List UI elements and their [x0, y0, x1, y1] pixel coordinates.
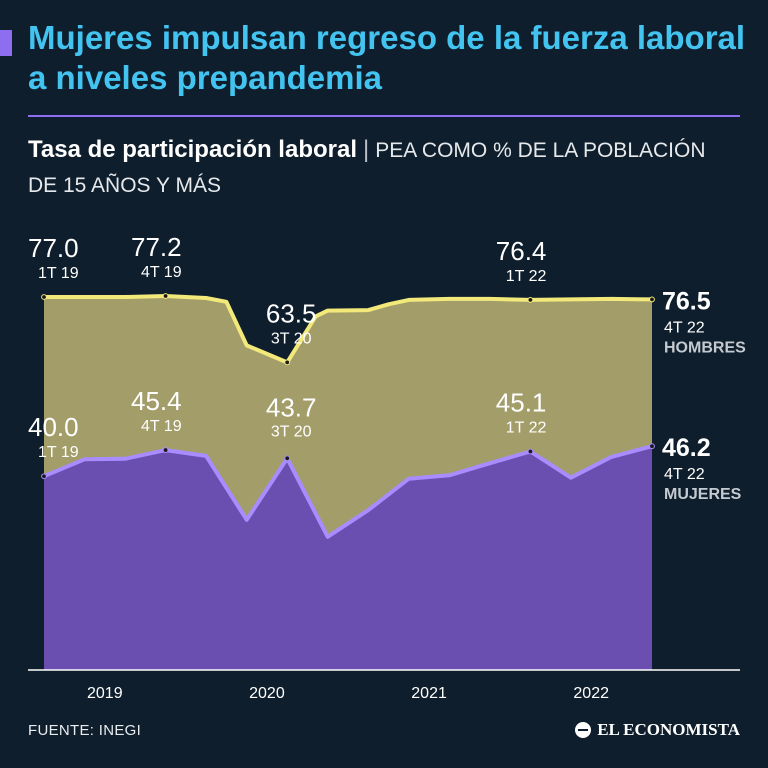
brand-mark-icon	[575, 722, 592, 738]
data-point-marker	[41, 294, 47, 300]
brand-logo: EL ECONOMISTA	[575, 720, 740, 740]
area-layer	[44, 296, 652, 670]
x-tick-label: 2019	[87, 685, 123, 702]
data-label-value: 43.7	[266, 392, 317, 422]
title-accent-bar	[0, 30, 12, 56]
source-note: FUENTE: INEGI	[28, 722, 142, 739]
end-label-period: 4T 22	[664, 466, 705, 483]
brand-name: EL ECONOMISTA	[597, 720, 740, 739]
mujeres-line	[43, 444, 653, 539]
data-point-marker	[41, 473, 47, 480]
subtitle-unit: PEA COMO % DE LA POBLACIÓN DE 15 AÑOS Y …	[28, 139, 706, 197]
data-label-period: 1T 19	[38, 265, 79, 282]
data-label-period: 4T 19	[141, 418, 182, 435]
chart-subtitle: Tasa de participación laboral | PEA COMO %…	[28, 133, 740, 203]
title-divider	[28, 115, 740, 117]
label-layer: 77.0 1T 19 77.2 4T 19 63.5 3T 20 76.4 1T 22 40.0…	[28, 232, 746, 503]
data-point-marker	[284, 455, 291, 462]
data-label-value: 45.4	[131, 386, 182, 416]
subtitle-separator: |	[363, 136, 370, 163]
data-point-marker	[649, 296, 655, 303]
data-label-period: 4T 19	[141, 264, 182, 281]
data-point-marker	[527, 448, 534, 455]
data-point-marker	[162, 447, 169, 453]
line-layer	[41, 293, 655, 539]
data-point-marker	[649, 443, 655, 450]
end-label-value: 76.5	[662, 287, 711, 315]
data-point-marker	[162, 293, 169, 299]
data-label-period: 3T 20	[271, 330, 312, 347]
data-label-period: 1T 19	[38, 444, 79, 461]
chart-title: Mujeres impulsan regreso de la fuerza la…	[28, 19, 746, 96]
data-label-value: 77.0	[28, 233, 79, 263]
x-axis: 2019 2020 2021 2022	[28, 669, 740, 702]
data-label-value: 77.2	[131, 232, 182, 262]
data-label-period: 1T 22	[506, 420, 547, 437]
data-label-value: 63.5	[266, 298, 317, 328]
data-label-value: 40.0	[28, 412, 79, 442]
x-tick-label: 2022	[573, 685, 609, 702]
subtitle-main: Tasa de participación laboral	[28, 136, 357, 163]
data-label-value: 45.1	[496, 388, 547, 418]
series-name-label: MUJERES	[664, 486, 742, 503]
series-name-label: HOMBRES	[664, 339, 746, 356]
data-label-value: 76.4	[496, 236, 547, 266]
x-tick-label: 2020	[249, 685, 285, 702]
end-label-value: 46.2	[662, 434, 711, 462]
data-label-period: 3T 20	[271, 423, 312, 440]
data-label-period: 1T 22	[506, 268, 547, 285]
end-label-period: 4T 22	[664, 319, 705, 336]
mujeres-area	[44, 446, 652, 670]
x-tick-label: 2021	[411, 685, 447, 702]
data-point-marker	[284, 359, 291, 366]
data-point-marker	[527, 297, 534, 303]
